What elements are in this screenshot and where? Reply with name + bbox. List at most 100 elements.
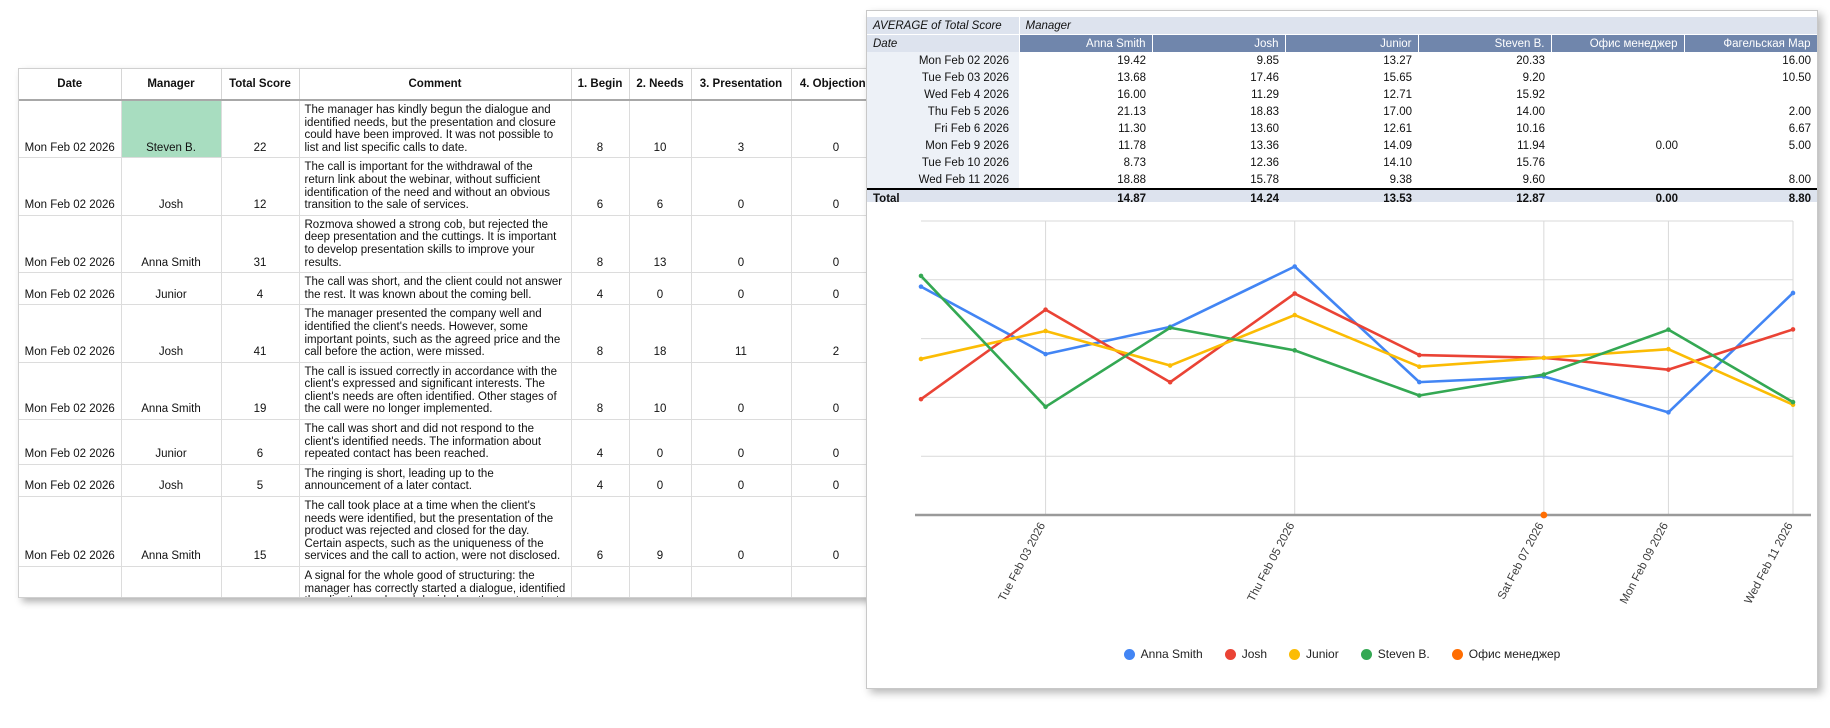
chart-data-point[interactable] xyxy=(1416,352,1422,358)
table-row[interactable]: Mon Feb 02 2026 Josh 41 The manager present… xyxy=(19,304,922,363)
legend-item[interactable]: Josh xyxy=(1224,647,1267,661)
chart-data-point[interactable] xyxy=(1416,379,1422,385)
pivot-column-header[interactable]: Офис менеджер xyxy=(1551,34,1685,52)
column-header-comment[interactable]: Comment xyxy=(299,69,572,101)
chart-data-point[interactable] xyxy=(1167,363,1173,368)
chart-data-point[interactable] xyxy=(1666,410,1671,415)
chart-data-point[interactable] xyxy=(1292,312,1298,318)
chart-data-point[interactable] xyxy=(918,284,924,289)
table-row[interactable]: Mon Feb 02 2026 Josh 12 The call is importa… xyxy=(19,157,922,216)
pivot-row-label: Fri Feb 6 2026 xyxy=(867,120,1019,137)
column-header-total-score[interactable]: Total Score xyxy=(221,69,300,101)
pivot-column-header[interactable]: Anna Smith xyxy=(1019,34,1153,52)
chart-data-point[interactable] xyxy=(1666,346,1671,352)
cell-total: 33 xyxy=(221,566,300,597)
cell-comment: The manager has kindly begun the dialogu… xyxy=(299,100,572,159)
pivot-total-cell: 8.80 xyxy=(1684,188,1817,202)
cell-manager: Junior xyxy=(121,272,222,306)
chart-data-point[interactable] xyxy=(918,396,924,402)
cell-begin: 8 xyxy=(571,304,630,363)
table-row[interactable]: Mon Feb 02 2026 Josh 5 The ringing is short… xyxy=(19,464,922,498)
chart-series-line-3[interactable] xyxy=(919,313,1795,406)
pivot-cell xyxy=(1551,120,1684,137)
legend-item[interactable]: Офис менеджер xyxy=(1451,647,1560,661)
pivot-cell: 18.88 xyxy=(1117,173,1146,186)
pivot-column-header[interactable]: Фагельская Мар xyxy=(1684,34,1817,52)
chart-data-point[interactable] xyxy=(1540,511,1548,519)
chart-data-point[interactable] xyxy=(1167,379,1173,385)
column-header-manager[interactable]: Manager xyxy=(121,69,222,101)
legend-label: Steven B. xyxy=(1377,647,1430,661)
chart-data-point[interactable] xyxy=(1541,372,1547,377)
table-row[interactable]: Mon Feb 02 2026 Anna Smith 15 The call took… xyxy=(19,496,922,567)
chart-data-point[interactable] xyxy=(1790,399,1796,405)
chart-data-point[interactable] xyxy=(1043,328,1048,334)
table-row[interactable]: Mon Feb 02 2026 Junior 6 The call was short… xyxy=(19,419,922,465)
pivot-cell xyxy=(1551,69,1684,86)
pivot-cell: 9.38 xyxy=(1389,173,1412,186)
cell-manager: Josh xyxy=(121,464,222,498)
cell-begin: 4 xyxy=(571,464,630,498)
chart-data-point[interactable] xyxy=(1292,348,1298,353)
legend-item[interactable]: Steven B. xyxy=(1360,647,1430,661)
legend-color-swatch-icon xyxy=(1224,648,1236,660)
legend-item[interactable]: Anna Smith xyxy=(1123,647,1203,661)
table-row[interactable]: Mon Feb 02 2026 Steven B. 22 The manager ha… xyxy=(19,100,922,159)
cell-manager: Junior xyxy=(121,419,222,465)
chart-data-point[interactable] xyxy=(1167,325,1173,331)
pivot-cell: 13.36 xyxy=(1250,139,1279,152)
table-row[interactable]: Mon Feb 02 2026 Junior 4 The call was short… xyxy=(19,272,922,306)
chart-data-point[interactable] xyxy=(1416,393,1422,398)
cell-total: 15 xyxy=(221,496,300,567)
pivot-cell xyxy=(1551,86,1684,103)
cell-begin: 8 xyxy=(571,362,630,421)
chart-data-point[interactable] xyxy=(1043,351,1048,357)
chart-data-point[interactable] xyxy=(918,356,924,362)
chart-data-point[interactable] xyxy=(1043,307,1048,312)
pivot-column-header[interactable]: Josh xyxy=(1152,34,1286,52)
pivot-cell: 8.00 xyxy=(1788,173,1812,186)
pivot-total-cell: 12.87 xyxy=(1418,188,1551,202)
pivot-cell: 13.60 xyxy=(1250,122,1279,135)
pivot-cell: 15.92 xyxy=(1516,88,1545,101)
column-header-begin[interactable]: 1. Begin xyxy=(571,69,630,101)
pivot-column-header[interactable]: Junior xyxy=(1285,34,1419,52)
chart-data-point[interactable] xyxy=(1790,327,1796,332)
pivot-cell: 16.00 xyxy=(1782,54,1812,67)
table-row[interactable]: Mon Feb 02 2026 Anna Smith 19 The call is i… xyxy=(19,362,922,421)
legend-item[interactable]: Junior xyxy=(1289,647,1339,661)
chart-series-line-2[interactable] xyxy=(919,292,1795,401)
chart-series-line-4[interactable] xyxy=(919,274,1795,409)
chart-data-point[interactable] xyxy=(1416,364,1422,370)
chart-data-point[interactable] xyxy=(1043,404,1048,410)
cell-needs: 12 xyxy=(629,566,692,597)
cell-needs: 0 xyxy=(629,419,692,465)
cell-date: Mon Feb 02 2026 xyxy=(19,304,122,363)
pivot-cell: 11.29 xyxy=(1251,88,1279,101)
chart-data-point[interactable] xyxy=(1292,264,1298,269)
cell-comment: Rozmova showed a strong cob, but rejecte… xyxy=(299,215,572,274)
table-row[interactable]: Mon Feb 02 2026 Anna Smith 31 Rozmova showe… xyxy=(19,215,922,274)
cell-date: Mon Feb 02 2026 xyxy=(19,566,122,597)
pivot-row-label: Wed Feb 4 2026 xyxy=(867,86,1019,103)
chart-data-point[interactable] xyxy=(1541,355,1547,361)
chart-data-point[interactable] xyxy=(1292,291,1298,296)
pivot-column-header[interactable]: Steven B. xyxy=(1418,34,1552,52)
chart-data-point[interactable] xyxy=(1790,290,1796,296)
chart-data-point[interactable] xyxy=(918,273,924,279)
column-header-needs[interactable]: 2. Needs xyxy=(629,69,692,101)
pivot-cell: 8.73 xyxy=(1123,156,1146,169)
chart-data-point[interactable] xyxy=(1666,327,1671,332)
cell-presentation: 0 xyxy=(691,272,792,306)
cell-presentation: 11 xyxy=(691,304,792,363)
pivot-total-row: Total 14.87 14.24 13.53 12.87 0.00 8.80 xyxy=(867,188,1817,202)
column-header-presentation[interactable]: 3. Presentation xyxy=(691,69,792,101)
column-header-date[interactable]: Date xyxy=(19,69,122,101)
chart-data-point[interactable] xyxy=(1666,367,1671,372)
pivot-cell xyxy=(1551,103,1684,120)
chart-series-line-1[interactable] xyxy=(919,265,1795,414)
pivot-cell: 15.76 xyxy=(1516,156,1545,169)
legend-color-swatch-icon xyxy=(1289,648,1301,660)
pivot-cell: 10.16 xyxy=(1516,122,1545,135)
